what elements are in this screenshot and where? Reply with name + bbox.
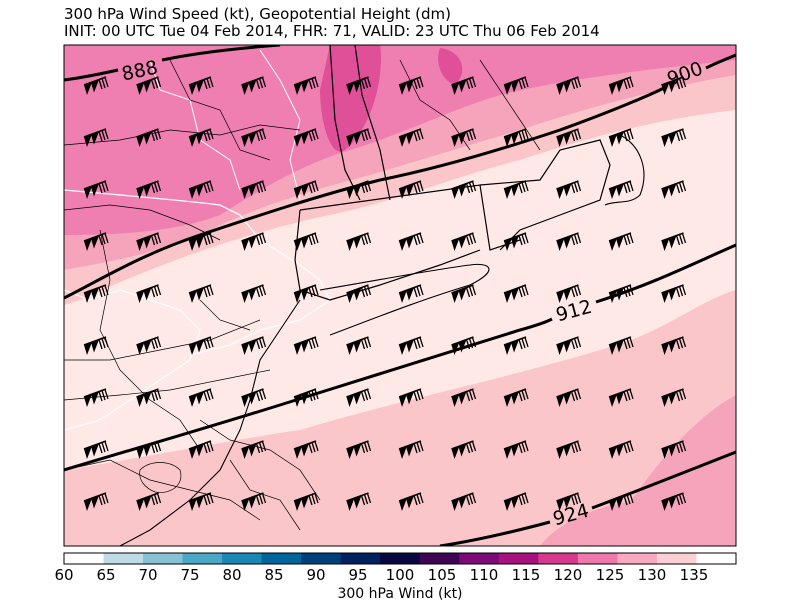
colorbar-tick-label: 130 [638, 566, 667, 584]
colorbar-tick-label: 60 [54, 566, 73, 584]
colorbar-segment [64, 553, 104, 564]
colorbar-segment [696, 553, 736, 564]
colorbar-segment [301, 553, 341, 564]
colorbar-segment [183, 553, 223, 564]
colorbar-segment [143, 553, 183, 564]
colorbar-tick-label: 95 [348, 566, 367, 584]
colorbar-tick-label: 135 [680, 566, 709, 584]
colorbar-segment [538, 553, 578, 564]
colorbar-segment [222, 553, 262, 564]
colorbar-tick-label: 120 [554, 566, 583, 584]
colorbar-segment [578, 553, 618, 564]
colorbar [64, 553, 737, 564]
colorbar-tick-label: 75 [180, 566, 199, 584]
colorbar-segment [341, 553, 381, 564]
colorbar-tick-label: 80 [222, 566, 241, 584]
colorbar-segment [380, 553, 420, 564]
colorbar-tick-label: 115 [512, 566, 541, 584]
colorbar-tick-label: 90 [306, 566, 325, 584]
colorbar-tick-label: 70 [138, 566, 157, 584]
colorbar-tick-label: 105 [428, 566, 457, 584]
colorbar-segment [262, 553, 302, 564]
colorbar-segment [617, 553, 657, 564]
colorbar-tick-label: 100 [386, 566, 415, 584]
colorbar-tick-label: 65 [96, 566, 115, 584]
colorbar-tick-label: 110 [470, 566, 499, 584]
colorbar-segment [459, 553, 499, 564]
colorbar-tick-label: 85 [264, 566, 283, 584]
colorbar-segment [104, 553, 144, 564]
colorbar-segment [657, 553, 697, 564]
colorbar-tick-label: 125 [596, 566, 625, 584]
colorbar-segment [420, 553, 460, 564]
colorbar-segment [499, 553, 539, 564]
